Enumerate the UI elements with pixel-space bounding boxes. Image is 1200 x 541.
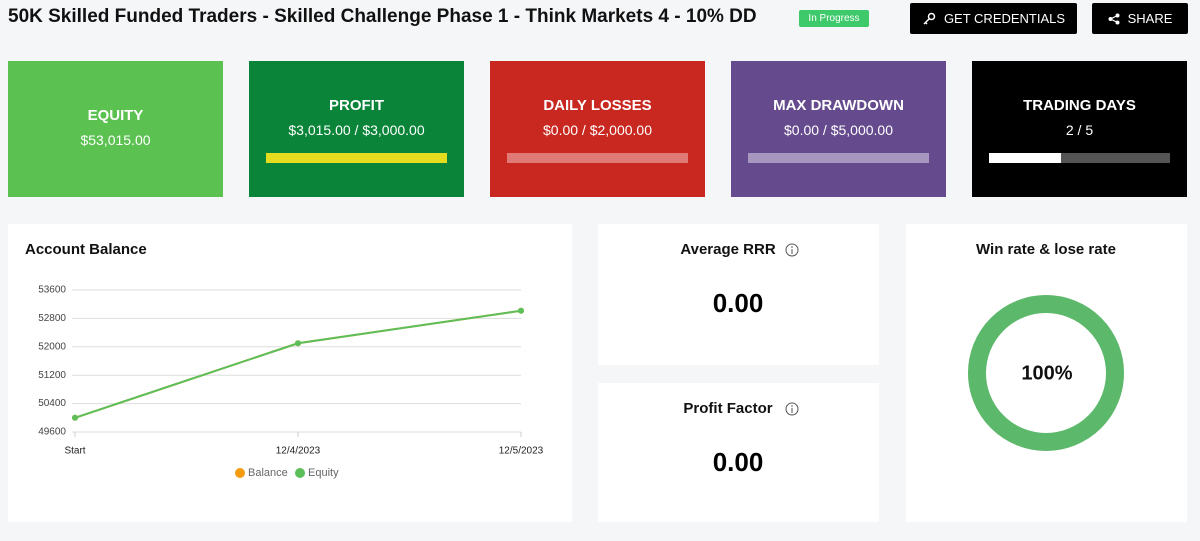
stat-label: EQUITY xyxy=(87,107,144,124)
y-tick-label: 52800 xyxy=(38,313,66,324)
stat-label: PROFIT xyxy=(329,97,384,114)
stat-card: EQUITY $53,015.00 xyxy=(8,61,223,197)
metric-value: 0.00 xyxy=(713,447,764,477)
stat-value: $53,015.00 xyxy=(80,132,151,148)
y-tick-label: 53600 xyxy=(38,285,66,296)
chart-title: Account Balance xyxy=(25,241,147,258)
stat-card: TRADING DAYS 2 / 5 xyxy=(972,61,1187,197)
series-line xyxy=(74,309,522,419)
progress-bar xyxy=(989,153,1170,163)
win-rate-label: 100% xyxy=(1021,362,1072,384)
x-tick-label: 12/5/2023 xyxy=(499,446,544,457)
progress-bar xyxy=(266,153,447,163)
progress-fill xyxy=(507,153,688,163)
data-point xyxy=(72,414,78,421)
button-label: GET CREDENTIALS xyxy=(943,11,1066,26)
legend-label: Balance xyxy=(248,467,288,479)
button-label: SHARE xyxy=(1127,11,1173,26)
info-icon xyxy=(785,402,799,416)
metric-title: Average RRR xyxy=(680,241,775,258)
info-icon xyxy=(785,243,799,257)
stat-card: MAX DRAWDOWN $0.00 / $5,000.00 xyxy=(731,61,946,197)
key-icon xyxy=(923,12,936,25)
stat-card: PROFIT $3,015.00 / $3,000.00 xyxy=(249,61,464,197)
metric-card xyxy=(598,224,879,365)
info-icon xyxy=(791,405,793,407)
stat-label: DAILY LOSSES xyxy=(543,97,652,114)
y-tick-label: 50400 xyxy=(38,398,66,409)
win-rate-card xyxy=(906,224,1187,522)
win-rate-title: Win rate & lose rate xyxy=(976,241,1116,258)
metric-value: 0.00 xyxy=(713,288,764,318)
win-rate-arc xyxy=(968,295,1124,451)
stat-value: 2 / 5 xyxy=(1065,122,1094,138)
y-tick-label: 49600 xyxy=(38,427,66,438)
x-tick-label: Start xyxy=(64,446,85,457)
y-tick-label: 51200 xyxy=(38,370,66,381)
stat-value: $3,015.00 / $3,000.00 xyxy=(288,122,425,138)
legend-swatch xyxy=(295,468,305,478)
stat-value: $0.00 / $2,000.00 xyxy=(543,122,652,138)
x-tick-label: 12/4/2023 xyxy=(276,446,321,457)
info-icon xyxy=(791,246,793,248)
stat-label: MAX DRAWDOWN xyxy=(773,97,904,114)
legend-label: Equity xyxy=(308,467,339,479)
progress-fill xyxy=(266,153,447,163)
page-title: 50K Skilled Funded Traders - Skilled Cha… xyxy=(8,6,757,27)
chart-card xyxy=(8,224,572,522)
stat-label: TRADING DAYS xyxy=(1023,97,1136,114)
metric-title: Profit Factor xyxy=(683,400,772,417)
progress-bar xyxy=(507,153,688,163)
share-button[interactable]: SHARE xyxy=(1092,3,1188,34)
progress-bar xyxy=(748,153,929,163)
series-line xyxy=(74,309,522,419)
data-point xyxy=(295,340,301,347)
share-icon xyxy=(1108,13,1120,24)
data-point xyxy=(518,307,524,314)
metric-card xyxy=(598,383,879,522)
legend-swatch xyxy=(235,468,245,478)
stat-card: DAILY LOSSES $0.00 / $2,000.00 xyxy=(490,61,705,197)
get-credentials-button[interactable]: GET CREDENTIALS xyxy=(910,3,1077,34)
progress-fill xyxy=(748,153,929,163)
stat-value: $0.00 / $5,000.00 xyxy=(784,122,893,138)
progress-fill xyxy=(989,153,1062,163)
y-tick-label: 52000 xyxy=(38,341,66,352)
status-badge: In Progress xyxy=(799,10,869,27)
